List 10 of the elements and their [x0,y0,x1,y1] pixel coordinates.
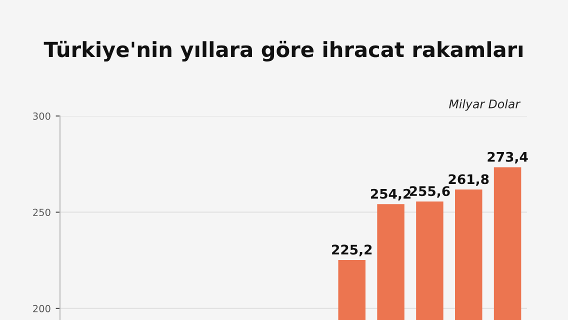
data-label: 225,2 [332,244,372,256]
data-label: 273,4 [488,152,528,164]
data-label: 254,2 [370,188,411,200]
text: Milyar Dolar [449,99,521,111]
data-label: 261,8 [448,174,489,186]
y-tick-label: 250 [33,208,50,216]
data-label: 255,6 [410,186,450,198]
chart-title: Türkiye'nin yıllara göre ihracat rakamları [44,40,522,62]
y-tick-label: 200 [33,304,50,312]
y-tick-label: 300 [33,112,50,120]
